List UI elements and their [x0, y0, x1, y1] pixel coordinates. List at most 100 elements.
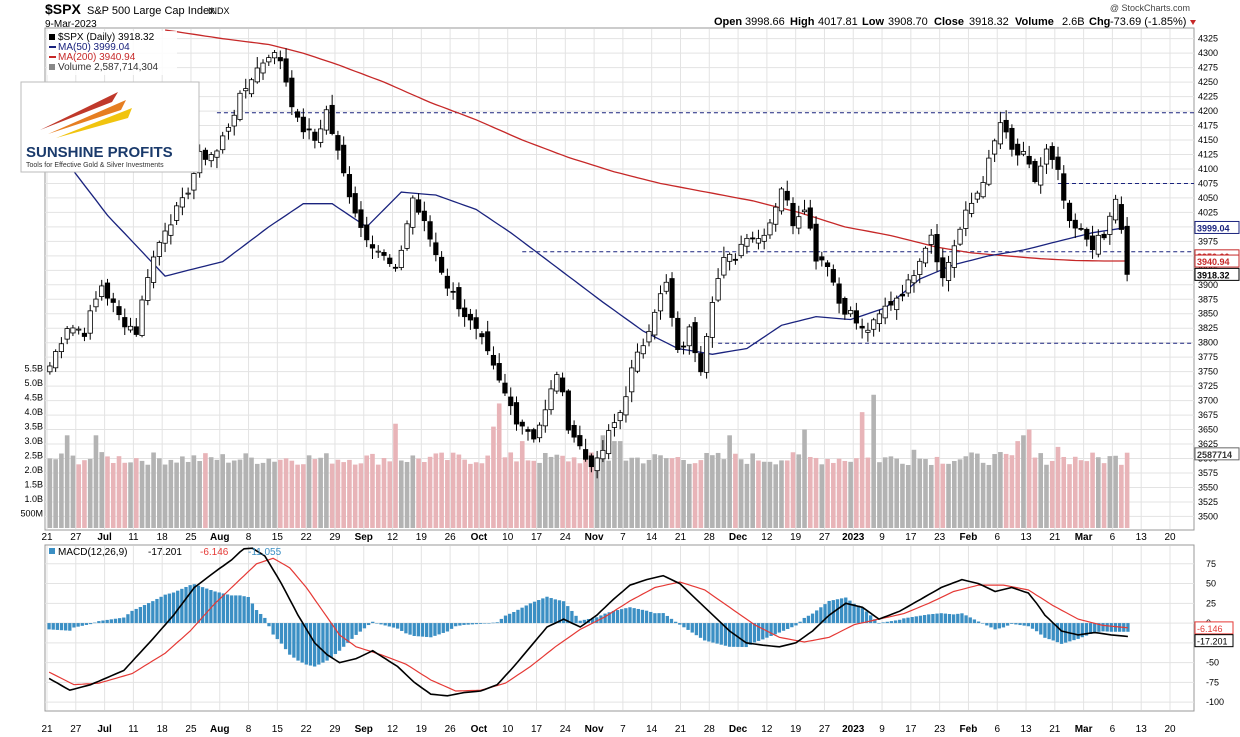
macd-histogram-bar [55, 623, 60, 630]
macd-histogram-bar [296, 623, 300, 661]
macd-histogram-bar [989, 623, 993, 628]
volume-bar [600, 435, 606, 528]
candle-down [133, 326, 139, 335]
candle-down [807, 207, 813, 229]
candle-up [646, 330, 652, 343]
macd-histogram-bar [806, 615, 811, 624]
macd-histogram-bar [337, 623, 342, 651]
candle-up [174, 205, 180, 221]
candle-down [588, 455, 594, 468]
candle-up [801, 209, 808, 213]
candle-up [87, 310, 93, 334]
macd-histogram-bar [400, 623, 404, 631]
x-tick-label: Mar [1075, 532, 1093, 543]
candle-up [657, 293, 664, 312]
x-tick-label: 14 [646, 532, 658, 543]
candle-up [271, 52, 278, 59]
candle-down [415, 199, 422, 213]
candle-up [185, 192, 191, 195]
volume-bar [289, 460, 295, 528]
volume-bar [1101, 463, 1107, 528]
macd-histogram-bar [491, 622, 495, 624]
macd-histogram-bar [1018, 623, 1022, 626]
volume-bar [110, 462, 116, 528]
volume-bar [698, 460, 704, 528]
price-tick-label: 3675 [1198, 410, 1218, 420]
macd-histogram-bar [711, 623, 715, 643]
volume-bar [750, 453, 755, 528]
candle-down [842, 297, 848, 315]
candle-down [306, 128, 312, 131]
candle-down [341, 144, 347, 174]
candle-down [1049, 146, 1055, 160]
volume-bar [341, 462, 346, 528]
x-tick-label: Nov [585, 532, 604, 543]
candle-down [732, 258, 738, 261]
macd-histogram-bar [985, 623, 989, 626]
macd-histogram-bar [192, 584, 196, 624]
macd-tick-label: 75 [1206, 559, 1216, 569]
macd-histogram-bar [1055, 623, 1060, 643]
x-tick-label: Sep [355, 724, 373, 735]
logo-tagline: Tools for Effective Gold & Silver Invest… [26, 162, 164, 169]
macd-histogram-bar [951, 614, 956, 624]
macd-histogram-bar [342, 623, 346, 647]
x-tick-label: Jul [97, 724, 112, 735]
candle-up [318, 128, 324, 143]
macd-histogram-bar [1064, 623, 1068, 643]
volume-bar [508, 452, 514, 528]
volume-bar [871, 394, 876, 528]
candle-up [191, 173, 197, 191]
macd-histogram-bar [205, 588, 209, 624]
macd-histogram-bar [1059, 623, 1064, 644]
volume-bar [220, 454, 226, 528]
candle-up [715, 278, 721, 301]
x-tick-label: 2023 [842, 724, 865, 735]
x-tick-label: 17 [531, 724, 543, 735]
price-tick-label: 3875 [1198, 294, 1218, 304]
volume-bar [168, 459, 174, 528]
candle-up [928, 234, 934, 245]
macd-histogram-bar [815, 610, 819, 624]
x-tick-label: 27 [819, 724, 831, 735]
macd-histogram-bar [1005, 623, 1010, 626]
x-tick-label: 26 [445, 532, 457, 543]
candle-up [905, 279, 911, 294]
volume-bar [986, 464, 992, 528]
volume-bar [715, 452, 721, 528]
volume-bar [301, 464, 306, 528]
volume-bar [646, 459, 652, 528]
macd-histogram-bar [566, 606, 570, 624]
volume-bar [450, 452, 456, 528]
macd-histogram-bar [669, 618, 674, 624]
candle-up [974, 192, 980, 200]
macd-histogram-bar [864, 611, 869, 624]
exchange: INDX [208, 6, 230, 16]
candle-up [957, 228, 963, 245]
x-tick-label: 10 [502, 724, 514, 735]
macd-histogram-bar [889, 621, 894, 624]
volume-bar [502, 457, 508, 528]
volume-bar [831, 462, 836, 528]
price-tick-label: 4275 [1198, 63, 1218, 73]
candle-up [686, 326, 692, 347]
x-tick-label: 28 [704, 724, 716, 735]
candle-down [565, 390, 571, 431]
macd-legend-macd: -17.201 [148, 547, 182, 558]
x-tick-label: 8 [246, 724, 252, 735]
macd-legend-signal: -6.146 [200, 547, 229, 558]
volume-bar [744, 463, 750, 528]
candle-up [150, 256, 157, 283]
macd-histogram-bar [362, 623, 367, 629]
candle-down [358, 209, 364, 228]
candle-up [404, 223, 410, 249]
volume-bar [894, 458, 899, 528]
macd-histogram-bar [155, 598, 159, 624]
volume-bar [1084, 461, 1090, 528]
macd-histogram-bar [113, 618, 118, 624]
x-tick-label: Mar [1075, 724, 1093, 735]
macd-histogram-bar [163, 594, 167, 624]
volume-bar [347, 459, 352, 528]
macd-histogram-bar [317, 623, 321, 665]
